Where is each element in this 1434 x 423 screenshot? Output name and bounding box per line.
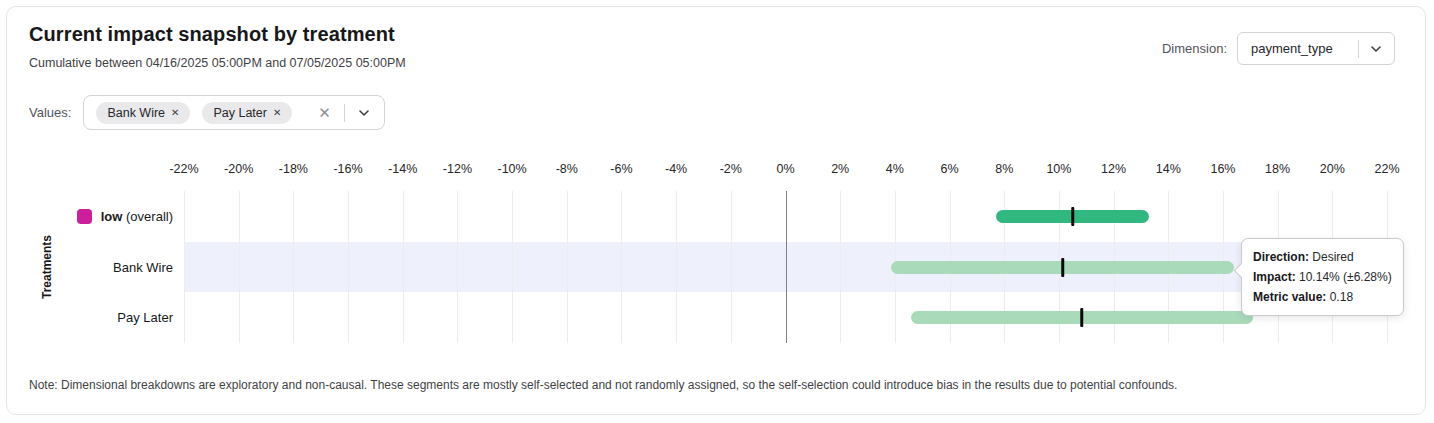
value-chips: Bank Wire✕ Pay Later✕ [96,102,292,124]
x-tick-label: -8% [556,162,578,176]
impact-snapshot-card: Current impact snapshot by treatment Cum… [6,6,1426,415]
gridline [840,191,841,343]
x-tick-label: 18% [1265,162,1290,176]
gridline [293,191,294,343]
tooltip-row: Impact: 10.14% (±6.28%) [1253,267,1392,287]
x-tick-label: 22% [1374,162,1399,176]
page-title: Current impact snapshot by treatment [29,23,395,46]
dimension-label: Dimension: [1162,41,1227,56]
dimension-selected-value: payment_type [1238,41,1333,56]
x-tick-label: 8% [995,162,1013,176]
clear-all-icon[interactable]: ✕ [318,105,331,120]
x-tick-label: 12% [1101,162,1126,176]
x-tick-label: 16% [1210,162,1235,176]
treatment-label-pay-later: Pay Later [23,292,173,343]
chevron-down-icon[interactable] [1368,41,1384,57]
tooltip-row: Direction: Desired [1253,247,1392,267]
x-tick-label: 4% [886,162,904,176]
gridline [731,191,732,343]
point-estimate-marker [1071,207,1075,226]
divider [1358,40,1359,58]
point-estimate-marker [1061,258,1065,277]
x-tick-label: -20% [224,162,253,176]
gridline [184,191,185,343]
plot-area [184,191,1387,343]
x-tick-label: -16% [333,162,362,176]
gridline [512,191,513,343]
gridline [403,191,404,343]
x-tick-label: 14% [1156,162,1181,176]
chip-remove-icon[interactable]: ✕ [171,108,179,118]
x-tick-label: -6% [610,162,632,176]
x-tick-label: -14% [388,162,417,176]
x-tick-label: 10% [1046,162,1071,176]
point-estimate-marker [1080,308,1084,327]
chart-tooltip: Direction: DesiredImpact: 10.14% (±6.28%… [1241,238,1404,316]
treatment-row-labels: low (overall)Bank WirePay Later [23,191,173,343]
x-tick-label: 2% [831,162,849,176]
gridline [457,191,458,343]
treatment-label-bank-wire: Bank Wire [23,242,173,293]
gridline [239,191,240,343]
x-tick-label: -12% [443,162,472,176]
x-tick-label: -18% [279,162,308,176]
x-tick-label: -4% [665,162,687,176]
chip-remove-icon[interactable]: ✕ [273,108,281,118]
x-axis-tick-labels: -22%-20%-18%-16%-14%-12%-10%-8%-6%-4%-2%… [184,162,1387,180]
value-chip[interactable]: Pay Later✕ [202,102,292,124]
x-tick-label: -10% [497,162,526,176]
gridline [348,191,349,343]
gridline [621,191,622,343]
x-tick-label: -2% [720,162,742,176]
values-filter-row: Values: Bank Wire✕ Pay Later✕ ✕ [29,95,385,130]
values-label: Values: [29,105,71,120]
value-chip[interactable]: Bank Wire✕ [96,102,190,124]
divider [344,104,345,122]
tooltip-row: Metric value: 0.18 [1253,287,1392,307]
footnote: Note: Dimensional breakdowns are explora… [29,378,1177,392]
dimension-select[interactable]: payment_type [1237,32,1395,65]
gridline [676,191,677,343]
values-multiselect[interactable]: Bank Wire✕ Pay Later✕ ✕ [83,95,385,130]
x-tick-label: 0% [776,162,794,176]
x-tick-label: -22% [169,162,198,176]
x-tick-label: 20% [1320,162,1345,176]
treatment-label-low: low (overall) [23,191,173,242]
dimension-control: Dimension: payment_type [1162,32,1395,65]
legend-swatch [77,209,92,224]
x-tick-label: 6% [940,162,958,176]
gridline [567,191,568,343]
zero-axis-line [786,191,787,343]
date-range-subtitle: Cumulative between 04/16/2025 05:00PM an… [29,56,406,70]
chevron-down-icon[interactable] [356,105,372,121]
